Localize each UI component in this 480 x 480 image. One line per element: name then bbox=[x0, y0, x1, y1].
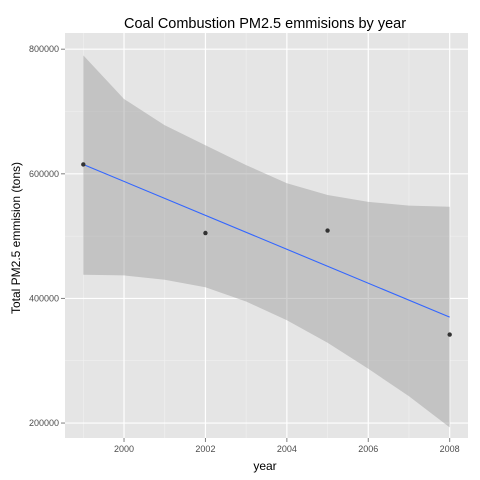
chart-title: Coal Combustion PM2.5 emmisions by year bbox=[124, 16, 406, 32]
data-point bbox=[81, 162, 86, 167]
x-tick-label: 2006 bbox=[358, 444, 378, 454]
data-point bbox=[203, 230, 208, 236]
plot-panel bbox=[65, 33, 468, 438]
y-tick-label: 800000 bbox=[29, 44, 59, 54]
y-axis-title: Total PM2.5 emmision (tons) bbox=[9, 162, 23, 314]
data-point bbox=[325, 228, 330, 233]
y-tick-label: 400000 bbox=[29, 293, 59, 303]
y-tick-label: 600000 bbox=[29, 169, 59, 179]
x-tick-label: 2008 bbox=[440, 444, 460, 454]
x-axis-title: year bbox=[253, 459, 276, 473]
y-tick-label: 200000 bbox=[29, 418, 59, 428]
confidence-band bbox=[83, 55, 450, 428]
x-tick-label: 2004 bbox=[277, 444, 297, 454]
x-axis-ticks: 2000 2002 2004 2006 2008 bbox=[114, 438, 460, 454]
data-points bbox=[81, 162, 452, 337]
minor-gridlines bbox=[65, 33, 468, 438]
x-tick-label: 2002 bbox=[195, 444, 215, 454]
y-axis-ticks: 200000 400000 600000 800000 bbox=[29, 44, 65, 428]
data-point bbox=[447, 332, 452, 337]
major-gridlines bbox=[65, 33, 468, 438]
fit-line bbox=[83, 163, 450, 318]
x-tick-label: 2000 bbox=[114, 444, 134, 454]
